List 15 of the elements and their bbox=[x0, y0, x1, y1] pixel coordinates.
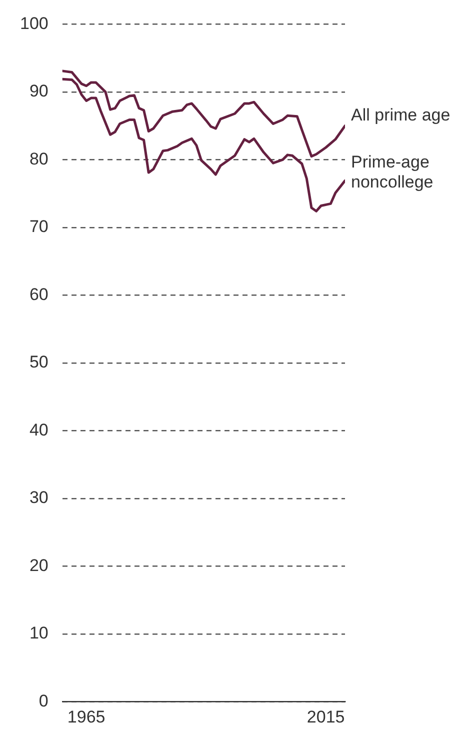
x-tick-label: 2015 bbox=[306, 707, 345, 726]
y-tick-label: 100 bbox=[20, 14, 48, 33]
series-label: Prime-age noncollege bbox=[351, 152, 434, 192]
y-tick-label: 90 bbox=[29, 82, 48, 101]
y-tick-label: 50 bbox=[29, 352, 48, 372]
y-tick-label: 0 bbox=[38, 691, 48, 710]
y-tick-label: 40 bbox=[29, 420, 48, 440]
y-tick-label: 60 bbox=[29, 284, 48, 304]
x-tick-label: 1965 bbox=[67, 707, 106, 726]
y-tick-label: 70 bbox=[29, 217, 48, 236]
y-tick-label: 10 bbox=[29, 624, 48, 643]
series-label: All prime age bbox=[351, 105, 450, 124]
y-tick-label: 80 bbox=[29, 149, 48, 168]
y-tick-label: 20 bbox=[29, 556, 48, 575]
y-tick-label: 30 bbox=[29, 488, 48, 508]
